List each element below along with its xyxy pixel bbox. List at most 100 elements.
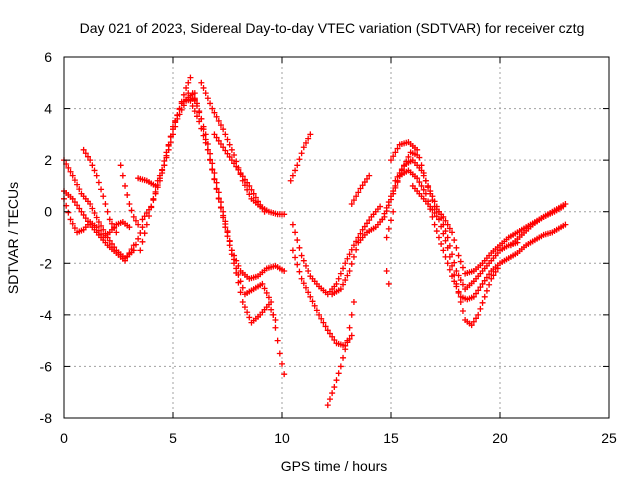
- data-point-marker: [350, 197, 357, 204]
- data-point-marker: [446, 266, 453, 273]
- data-point-marker: [364, 175, 371, 182]
- data-point-marker: [174, 115, 181, 122]
- data-point-marker: [178, 106, 185, 113]
- data-point-marker: [416, 179, 423, 186]
- data-point-marker: [331, 384, 338, 391]
- data-point-marker: [261, 285, 268, 292]
- data-point-marker: [213, 113, 220, 120]
- data-point-marker: [215, 117, 222, 124]
- data-point-marker: [292, 229, 299, 236]
- data-point-marker: [348, 260, 355, 267]
- data-point-marker: [459, 264, 466, 271]
- data-point-marker: [422, 177, 429, 184]
- data-point-marker: [213, 185, 220, 192]
- x-tick-label: 5: [169, 430, 177, 446]
- data-point-marker: [80, 146, 87, 153]
- data-point-marker: [100, 193, 107, 200]
- y-axis-label: SDTVAR / TECUs: [5, 182, 21, 294]
- data-point-marker: [475, 311, 482, 318]
- data-series: [383, 208, 397, 241]
- data-point-marker: [350, 253, 357, 260]
- data-point-marker: [431, 221, 438, 228]
- data-point-marker: [272, 324, 279, 331]
- data-point-marker: [71, 225, 78, 232]
- data-point-marker: [281, 211, 288, 218]
- data-point-marker: [302, 284, 309, 291]
- data-point-marker: [337, 363, 344, 370]
- data-point-marker: [392, 177, 399, 184]
- data-point-marker: [213, 134, 220, 141]
- data-point-marker: [361, 223, 368, 230]
- data-point-marker: [241, 304, 248, 311]
- data-point-marker: [220, 214, 227, 221]
- data-point-marker: [420, 172, 427, 179]
- data-point-marker: [383, 234, 390, 241]
- data-point-marker: [438, 240, 445, 247]
- data-point-marker: [479, 299, 486, 306]
- data-point-marker: [348, 311, 355, 318]
- data-point-marker: [82, 215, 89, 222]
- data-point-marker: [492, 268, 499, 275]
- data-point-marker: [287, 177, 294, 184]
- data-point-marker: [340, 354, 347, 361]
- data-point-marker: [388, 193, 394, 200]
- data-point-marker: [130, 242, 137, 249]
- data-point-marker: [390, 208, 397, 215]
- data-point-marker: [211, 170, 218, 177]
- data-point-marker: [562, 221, 569, 228]
- data-point-marker: [388, 217, 394, 224]
- data-point-marker: [342, 260, 349, 267]
- data-point-marker: [209, 105, 216, 112]
- data-point-marker: [446, 253, 453, 260]
- data-point-marker: [235, 279, 242, 286]
- data-point-marker: [477, 284, 484, 291]
- data-point-marker: [154, 184, 161, 191]
- data-point-marker: [302, 262, 309, 269]
- data-point-marker: [93, 214, 100, 221]
- data-point-marker: [483, 274, 490, 281]
- data-point-marker: [442, 237, 449, 244]
- data-point-marker: [139, 238, 146, 245]
- data-point-marker: [222, 224, 229, 231]
- data-point-marker: [272, 317, 279, 324]
- data-point-marker: [473, 290, 480, 297]
- data-point-marker: [222, 147, 229, 154]
- data-series: [287, 131, 314, 184]
- data-point-marker: [326, 396, 333, 403]
- data-point-marker: [76, 205, 83, 212]
- data-point-marker: [143, 210, 150, 217]
- data-point-marker: [204, 146, 211, 153]
- data-point-marker: [302, 139, 309, 146]
- data-point-marker: [98, 222, 105, 229]
- data-point-marker: [433, 228, 440, 235]
- data-series: [383, 268, 392, 287]
- data-point-marker: [457, 277, 464, 284]
- data-point-marker: [486, 271, 493, 278]
- data-point-marker: [224, 228, 231, 235]
- data-series: [348, 172, 373, 207]
- data-point-marker: [122, 257, 129, 264]
- data-point-marker: [276, 350, 283, 357]
- data-point-marker: [333, 377, 340, 384]
- data-point-marker: [211, 175, 218, 182]
- data-point-marker: [322, 323, 329, 330]
- data-point-marker: [335, 370, 342, 377]
- data-point-marker: [427, 188, 434, 195]
- data-point-marker: [211, 131, 218, 138]
- data-point-marker: [344, 337, 351, 344]
- data-point-marker: [126, 249, 133, 256]
- data-point-marker: [226, 237, 233, 244]
- data-point-marker: [307, 293, 314, 300]
- data-point-marker: [468, 322, 475, 329]
- data-point-marker: [353, 193, 360, 200]
- data-point-marker: [143, 221, 150, 228]
- data-point-marker: [220, 208, 227, 215]
- data-point-marker: [152, 190, 159, 197]
- data-point-marker: [300, 280, 307, 287]
- data-point-marker: [217, 199, 224, 206]
- data-point-marker: [213, 179, 220, 186]
- data-point-marker: [311, 302, 318, 309]
- data-point-marker: [263, 289, 270, 296]
- data-point-marker: [366, 217, 373, 224]
